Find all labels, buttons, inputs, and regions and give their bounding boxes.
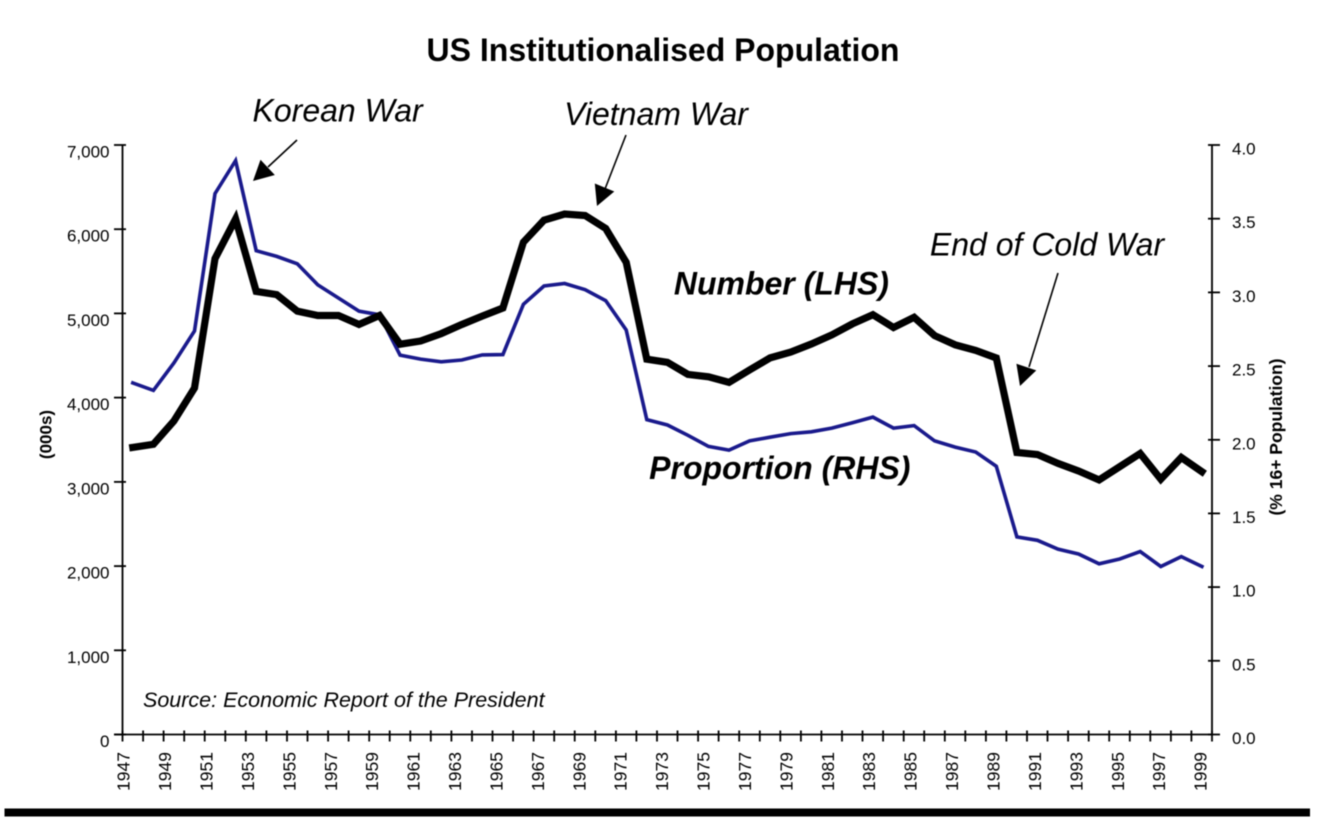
svg-text:1989: 1989	[984, 752, 1004, 791]
svg-text:1,000: 1,000	[67, 648, 110, 667]
svg-text:Korean War: Korean War	[253, 93, 425, 129]
svg-text:2.0: 2.0	[1232, 434, 1256, 453]
svg-text:1947: 1947	[114, 752, 134, 791]
svg-text:7,000: 7,000	[67, 143, 110, 162]
svg-text:0.5: 0.5	[1232, 655, 1256, 674]
svg-text:1985: 1985	[901, 752, 921, 791]
svg-text:6,000: 6,000	[67, 227, 110, 246]
svg-text:US Institutionalised Populatio: US Institutionalised Population	[427, 32, 900, 68]
svg-text:1983: 1983	[859, 752, 879, 791]
svg-text:1979: 1979	[776, 752, 796, 791]
svg-text:2,000: 2,000	[67, 564, 110, 583]
svg-text:1973: 1973	[652, 752, 672, 791]
svg-text:4.0: 4.0	[1232, 140, 1256, 159]
svg-text:1965: 1965	[487, 752, 507, 791]
svg-text:3,000: 3,000	[67, 479, 110, 498]
svg-text:Source: Economic Report of the: Source: Economic Report of the President	[143, 688, 546, 712]
svg-text:0.0: 0.0	[1232, 729, 1256, 748]
svg-text:1.0: 1.0	[1232, 582, 1256, 601]
svg-text:1991: 1991	[1025, 752, 1045, 791]
svg-text:Proportion (RHS): Proportion (RHS)	[649, 450, 910, 486]
svg-text:1971: 1971	[611, 752, 631, 791]
svg-text:1995: 1995	[1108, 752, 1128, 791]
svg-text:1975: 1975	[694, 752, 714, 791]
svg-text:1993: 1993	[1066, 752, 1086, 791]
svg-text:2.5: 2.5	[1232, 361, 1256, 380]
svg-text:1977: 1977	[735, 752, 755, 791]
svg-text:1999: 1999	[1191, 752, 1211, 791]
svg-text:1955: 1955	[279, 752, 299, 791]
svg-text:(% 16+ Population): (% 16+ Population)	[1266, 358, 1286, 515]
svg-text:1949: 1949	[155, 752, 175, 791]
svg-text:Number (LHS): Number (LHS)	[674, 266, 889, 302]
svg-text:3.5: 3.5	[1232, 213, 1256, 232]
svg-text:(000s): (000s)	[37, 410, 56, 459]
svg-text:1963: 1963	[445, 752, 465, 791]
svg-text:1997: 1997	[1149, 752, 1169, 791]
svg-text:1959: 1959	[362, 752, 382, 791]
svg-text:4,000: 4,000	[67, 395, 110, 414]
svg-text:1987: 1987	[942, 752, 962, 791]
svg-text:1.5: 1.5	[1232, 508, 1256, 527]
svg-text:1967: 1967	[528, 752, 548, 791]
svg-text:1961: 1961	[404, 752, 424, 791]
svg-text:End of Cold War: End of Cold War	[930, 227, 1166, 263]
svg-text:0: 0	[100, 732, 109, 751]
svg-text:3.0: 3.0	[1232, 287, 1256, 306]
svg-text:1953: 1953	[238, 752, 258, 791]
svg-text:Vietnam War: Vietnam War	[564, 96, 749, 132]
svg-text:1969: 1969	[569, 752, 589, 791]
svg-text:1957: 1957	[321, 752, 341, 791]
svg-text:5,000: 5,000	[67, 311, 110, 330]
svg-text:1981: 1981	[818, 752, 838, 791]
svg-text:1951: 1951	[197, 752, 217, 791]
